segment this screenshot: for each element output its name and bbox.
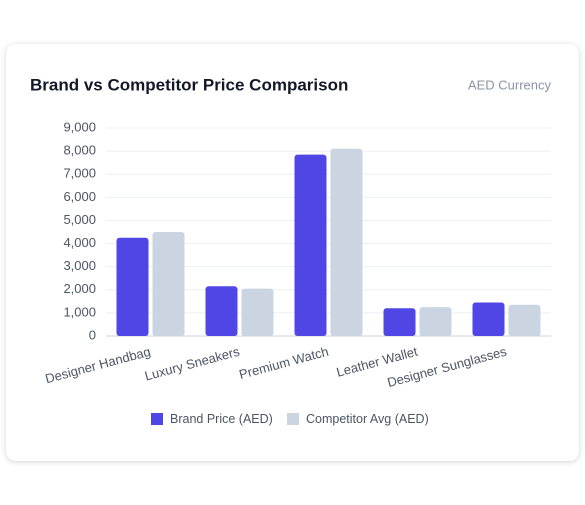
y-tick-label: 9,000 [63, 119, 96, 134]
y-tick-label: 0 [89, 327, 96, 342]
x-tick-label: Designer Handbag [44, 344, 153, 387]
chart-title: Brand vs Competitor Price Comparison [30, 75, 348, 94]
y-tick-label: 4,000 [63, 235, 96, 250]
bar [508, 304, 541, 336]
y-tick-label: 8,000 [63, 143, 96, 158]
y-tick-label: 6,000 [63, 189, 96, 204]
x-tick-label: Premium Watch [237, 344, 330, 382]
x-tick-label: Luxury Sneakers [143, 344, 242, 384]
bar [330, 148, 363, 336]
bar [241, 288, 274, 336]
chart-subtitle: AED Currency [468, 77, 552, 92]
bar [116, 237, 149, 336]
y-tick-label: 3,000 [63, 258, 96, 273]
y-tick-label: 1,000 [63, 304, 96, 319]
y-tick-label: 7,000 [63, 166, 96, 181]
bar [205, 286, 238, 336]
bar [383, 308, 416, 336]
legend-label: Competitor Avg (AED) [306, 412, 429, 426]
bar [152, 232, 185, 336]
legend-label: Brand Price (AED) [170, 412, 273, 426]
bar [472, 302, 505, 336]
chart-card [6, 44, 579, 461]
bar [294, 154, 327, 336]
bar [419, 307, 452, 336]
y-tick-label: 5,000 [63, 212, 96, 227]
legend-swatch [151, 413, 163, 425]
y-tick-label: 2,000 [63, 281, 96, 296]
legend-swatch [287, 413, 299, 425]
